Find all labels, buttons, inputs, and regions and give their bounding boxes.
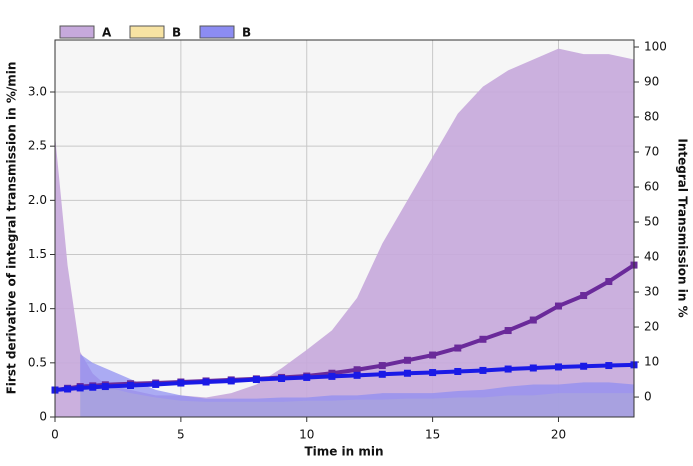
marker — [605, 278, 613, 286]
marker — [202, 378, 210, 386]
y2-tick-label: 30 — [644, 285, 659, 299]
marker — [353, 371, 361, 379]
x-tick-label: 0 — [51, 428, 59, 442]
x-tick-label: 20 — [551, 428, 566, 442]
y2-tick-label: 60 — [644, 180, 659, 194]
y-tick-label: 0 — [39, 410, 47, 424]
y2-axis-label: Integral Transmission in % — [676, 138, 690, 317]
marker — [454, 344, 462, 352]
x-tick-label: 15 — [425, 428, 440, 442]
marker — [479, 335, 487, 343]
y-tick-label: 2.0 — [28, 193, 47, 207]
marker — [378, 370, 386, 378]
y-tick-label: 2.5 — [28, 139, 47, 153]
y2-tick-label: 80 — [644, 110, 659, 124]
legend-swatch — [129, 25, 165, 39]
marker — [554, 302, 562, 310]
marker — [328, 372, 336, 380]
marker — [529, 316, 537, 324]
marker — [504, 365, 512, 373]
y-tick-label: 0.5 — [28, 355, 47, 369]
y2-tick-label: 90 — [644, 75, 659, 89]
marker — [403, 369, 411, 377]
marker — [353, 366, 361, 374]
y2-tick-label: 50 — [644, 215, 659, 229]
y-tick-label: 3.0 — [28, 85, 47, 99]
marker — [378, 362, 386, 370]
marker — [554, 363, 562, 371]
marker — [605, 362, 613, 370]
marker — [580, 362, 588, 370]
legend-label: B — [172, 26, 181, 40]
marker — [529, 364, 537, 372]
legend-swatch — [199, 25, 235, 39]
marker — [89, 383, 97, 391]
legend-swatch — [59, 25, 95, 39]
marker — [64, 385, 72, 393]
marker — [278, 374, 286, 382]
marker — [429, 351, 437, 359]
marker — [504, 327, 512, 335]
y-tick-label: 1.5 — [28, 247, 47, 261]
marker — [76, 384, 84, 392]
area — [55, 48, 634, 418]
y2-tick-label: 0 — [644, 390, 652, 404]
y2-tick-label: 40 — [644, 250, 659, 264]
marker — [479, 366, 487, 374]
legend-label: A — [102, 26, 112, 40]
line — [54, 362, 635, 393]
x-axis-label: Time in min — [304, 445, 383, 459]
plot-border — [54, 39, 635, 418]
x-tick-label: 5 — [177, 428, 185, 442]
y2-tick-label: 70 — [644, 145, 659, 159]
marker — [303, 373, 311, 381]
marker — [177, 379, 185, 387]
marker — [127, 381, 135, 389]
marker — [227, 377, 235, 385]
marker — [429, 369, 437, 377]
marker — [580, 292, 588, 300]
marker — [454, 367, 462, 375]
x-tick-label: 10 — [299, 428, 314, 442]
y2-tick-label: 100 — [644, 40, 667, 54]
marker — [403, 356, 411, 364]
y2-tick-label: 20 — [644, 320, 659, 334]
area — [80, 354, 635, 417]
marker — [152, 380, 160, 388]
y-axis-label: First derivative of integral transmissio… — [5, 62, 19, 395]
legend-label: B — [242, 26, 251, 40]
marker — [252, 376, 260, 384]
y2-tick-label: 10 — [644, 355, 659, 369]
y-tick-label: 1.0 — [28, 301, 47, 315]
marker — [101, 383, 109, 391]
